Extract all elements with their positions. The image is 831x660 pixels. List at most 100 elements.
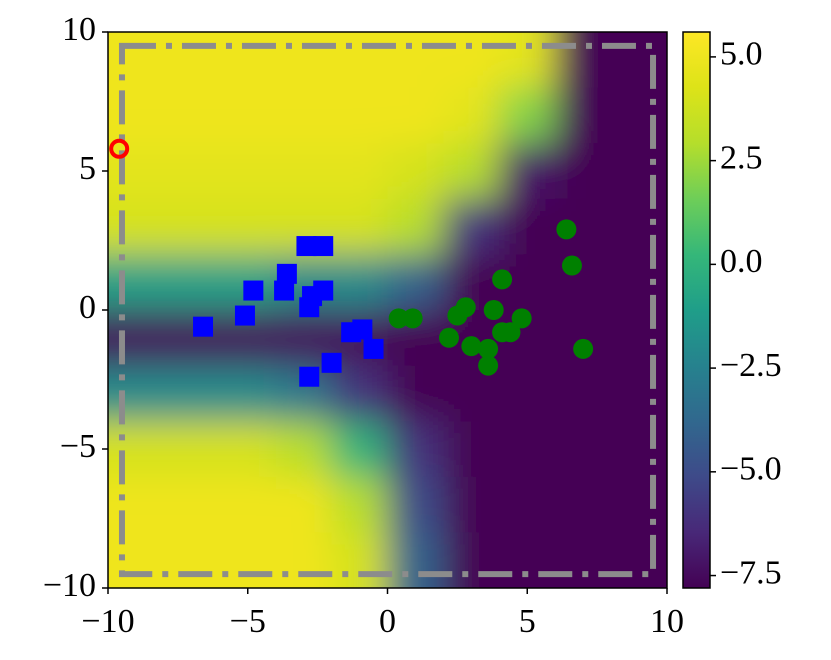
circle-point [556, 219, 577, 240]
heat-cell [443, 32, 500, 89]
y-tick-label: −10 [43, 567, 96, 604]
heat-cell [275, 32, 333, 89]
heat-cell [163, 254, 221, 311]
heatmap [108, 32, 667, 588]
circle-point [573, 338, 594, 359]
square-point [243, 280, 264, 301]
heat-cell [108, 365, 165, 422]
heat-cell [611, 87, 667, 144]
heat-cell [555, 476, 612, 533]
square-point [296, 236, 317, 257]
heat-cell [611, 32, 667, 89]
heat-cell [219, 365, 277, 422]
colorbar-tick-label: 2.5 [720, 139, 763, 176]
colorbar-tick-label: −7.5 [720, 554, 782, 591]
heat-cell [331, 198, 388, 255]
circle-point [402, 308, 423, 329]
heat-cell [275, 476, 333, 533]
heat-cell [108, 421, 165, 478]
heat-cell [275, 532, 333, 588]
heat-cell [611, 254, 667, 311]
heat-cell [275, 87, 333, 144]
heat-cell [163, 421, 221, 478]
heat-cell [387, 143, 444, 200]
heat-cell [443, 87, 500, 144]
heat-cell [555, 87, 612, 144]
heat-cell [219, 532, 277, 588]
heat-cell [163, 365, 221, 422]
square-point [313, 280, 334, 301]
heat-cell [387, 254, 444, 311]
heat-cell [611, 421, 667, 478]
heat-cell [499, 365, 556, 422]
heat-cell [555, 32, 612, 89]
heat-cell [387, 532, 444, 588]
heat-cell [611, 365, 667, 422]
heat-cell [331, 421, 388, 478]
heat-cell [611, 198, 667, 255]
heat-cell [499, 421, 556, 478]
heat-cell [387, 476, 444, 533]
heat-cell [108, 143, 165, 200]
heat-cell [443, 476, 500, 533]
heat-cell [275, 421, 333, 478]
heat-cell [108, 254, 165, 311]
open-circle-point [109, 138, 130, 159]
heat-cell [555, 421, 612, 478]
overlay: −10 −5 0 5 10 −10 −5 0 5 10 5.0 2.5 0.0 −2.5 −5.0 −7.5 [43, 11, 782, 640]
heat-cell [499, 87, 556, 144]
heat-cell [331, 476, 388, 533]
square-point [276, 263, 297, 284]
heat-cell [499, 476, 556, 533]
circle-point [500, 322, 521, 343]
circle-point [483, 300, 504, 320]
circle-point [438, 327, 459, 348]
x-tick-label: −5 [230, 603, 266, 640]
heat-cell [163, 32, 221, 89]
x-tick-label: 5 [519, 603, 536, 640]
heat-cell [219, 143, 277, 200]
colorbar-tick-label: 0.0 [720, 243, 763, 280]
heat-cell [611, 532, 667, 588]
boundary-box [118, 42, 657, 578]
heat-cell [443, 532, 500, 588]
heat-cell [387, 198, 444, 255]
heat-cell [331, 532, 388, 588]
heat-cell [219, 87, 277, 144]
circle-point [478, 355, 499, 376]
circle-point [461, 336, 482, 357]
heatmap-cells [108, 32, 667, 588]
y-tick-label: 10 [62, 11, 96, 48]
heat-cell [611, 143, 667, 200]
y-tick-label: 0 [79, 289, 96, 326]
heat-cell [387, 365, 444, 422]
square-point [274, 280, 295, 301]
circle-point [561, 255, 582, 276]
circle-point [511, 308, 532, 329]
heat-cell [555, 143, 612, 200]
colorbar-tick-label: −5.0 [720, 451, 782, 488]
heat-cell [331, 143, 388, 200]
heat-cell [555, 365, 612, 422]
heat-cell [555, 532, 612, 588]
square-point [299, 297, 320, 318]
heat-cell [219, 421, 277, 478]
heat-cell [163, 143, 221, 200]
heat-cell [331, 254, 388, 311]
square-point [234, 305, 255, 326]
circle-point [388, 308, 409, 329]
heat-cell [331, 32, 388, 89]
heat-cell [163, 532, 221, 588]
heat-cell [443, 198, 500, 255]
heat-cell [219, 476, 277, 533]
x-tick-label: 0 [379, 603, 396, 640]
y-tick-label: −5 [60, 428, 96, 465]
heat-cell [275, 143, 333, 200]
heat-cell [108, 476, 165, 533]
heat-cell [219, 32, 277, 89]
square-point [321, 352, 342, 373]
heat-cell [108, 310, 165, 367]
square-point [313, 236, 334, 257]
heat-cell [108, 87, 165, 144]
square-point [363, 338, 384, 359]
